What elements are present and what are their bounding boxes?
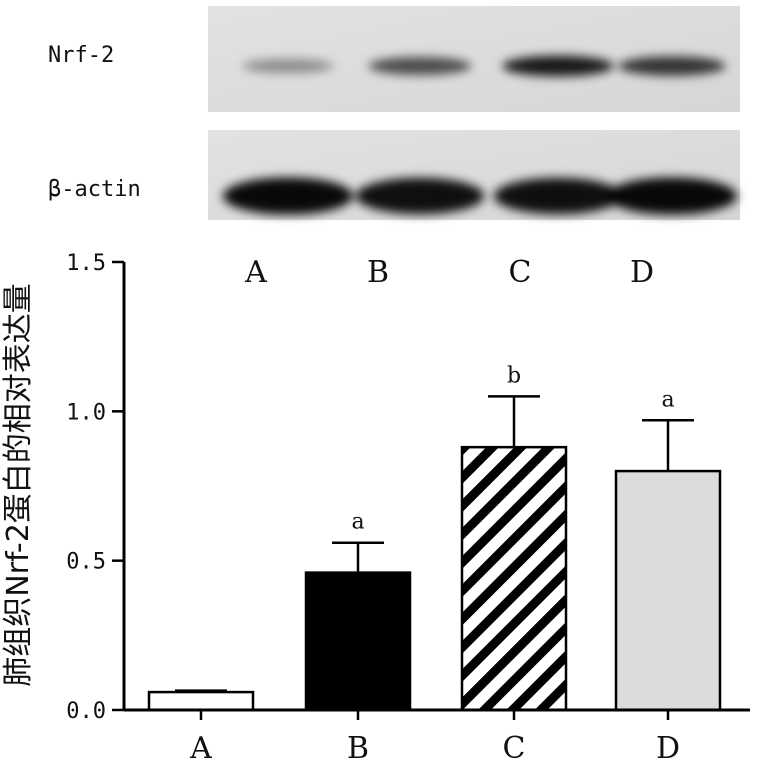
significance-label-b: a [351, 510, 364, 535]
blot-bands-actin [222, 177, 738, 215]
bar-c [460, 445, 568, 712]
significance-label-d: a [661, 387, 674, 412]
lane-label-a: A [244, 255, 267, 290]
error-bar-b [332, 541, 384, 573]
blot-row-label-nrf2: Nrf-2 [48, 43, 114, 68]
western-blot: Nrf-2 β-actin A B C D [48, 6, 740, 290]
bar-chart: a b a 0.0 0.5 1.0 1.5 A B C D 肺组织Nrf-2蛋白的相对表达量 [1, 251, 750, 766]
x-tick-label-a: A [189, 731, 212, 766]
band-row0-lane-b [368, 56, 472, 76]
x-tick-label-c: C [503, 731, 526, 766]
bar-d [614, 469, 722, 712]
lane-label-b: B [367, 255, 389, 290]
error-bar-d [642, 419, 694, 472]
band-row1-lane-d [606, 177, 738, 215]
error-bar-a [175, 689, 227, 693]
blot-bands-nrf2 [242, 55, 726, 77]
band-row0-lane-d [618, 56, 726, 76]
band-row0-lane-a [242, 58, 334, 74]
lane-label-c: C [509, 255, 532, 290]
bar-a [147, 690, 255, 712]
y-tick-label-1: 0.5 [66, 550, 106, 575]
band-row1-lane-b [355, 177, 485, 215]
band-row1-lane-c [493, 177, 623, 215]
x-tick-label-b: B [347, 731, 369, 766]
bar-b [304, 571, 412, 712]
x-tick-label-d: D [656, 731, 680, 766]
y-tick-label-2: 1.0 [66, 400, 106, 425]
y-axis-label: 肺组织Nrf-2蛋白的相对表达量 [1, 283, 36, 687]
band-row0-lane-c [502, 55, 614, 77]
y-tick-label-3: 1.5 [66, 251, 106, 276]
y-tick-label-0: 0.0 [66, 699, 106, 724]
lane-label-d: D [630, 255, 654, 290]
band-row1-lane-a [222, 177, 354, 215]
significance-label-c: b [507, 363, 521, 388]
blot-row-label-actin: β-actin [48, 177, 141, 202]
error-bar-c [488, 395, 540, 448]
